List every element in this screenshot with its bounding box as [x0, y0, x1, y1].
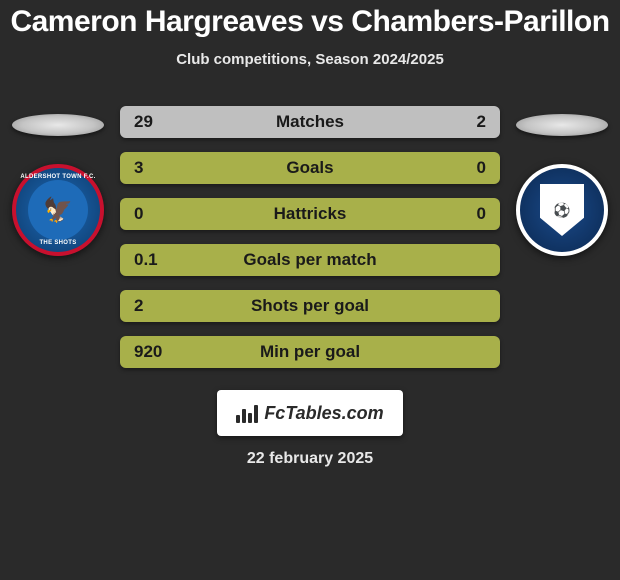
stat-label: Goals per match [243, 250, 376, 270]
stat-row: 3 Goals 0 [120, 152, 500, 184]
stat-row: 0.1 Goals per match [120, 244, 500, 276]
stat-row: 920 Min per goal [120, 336, 500, 368]
watermark-text: FcTables.com [264, 403, 383, 424]
stat-value-right: 0 [446, 204, 486, 224]
badge-text: ALDERSHOT TOWN F.C. [20, 174, 95, 180]
stat-value-left: 0.1 [134, 250, 174, 270]
page-title: Cameron Hargreaves vs Chambers-Parillon [10, 5, 609, 39]
stat-label: Goals [286, 158, 333, 178]
stat-value-right: 0 [446, 158, 486, 178]
date-footer: 22 february 2025 [247, 450, 373, 468]
stat-row: 0 Hattricks 0 [120, 198, 500, 230]
left-player-col: ALDERSHOT TOWN F.C. 🦅 THE SHOTS [8, 86, 108, 256]
stat-value-left: 3 [134, 158, 174, 178]
badge-shield-icon: ⚽ [540, 184, 584, 236]
stat-row: 29 Matches 2 [120, 106, 500, 138]
plate-icon [12, 114, 104, 136]
stat-label: Min per goal [260, 342, 360, 362]
stat-label: Matches [276, 112, 344, 132]
chart-icon [236, 403, 258, 423]
stat-row: 2 Shots per goal [120, 290, 500, 322]
club-badge-right: ⚽ [516, 164, 608, 256]
watermark: FcTables.com [217, 390, 403, 436]
right-player-col: ⚽ [512, 86, 612, 256]
subtitle: Club competitions, Season 2024/2025 [176, 51, 444, 68]
stats-column: 29 Matches 2 3 Goals 0 0 Hattricks 0 0.1 Goals per… [110, 106, 510, 368]
stat-value-left: 29 [134, 112, 174, 132]
stat-value-left: 920 [134, 342, 174, 362]
stat-label: Shots per goal [251, 296, 369, 316]
plate-icon [516, 114, 608, 136]
stat-value-right: 2 [446, 112, 486, 132]
stat-value-left: 2 [134, 296, 174, 316]
club-badge-left: ALDERSHOT TOWN F.C. 🦅 THE SHOTS [12, 164, 104, 256]
badge-emblem-icon: 🦅 [28, 180, 88, 240]
badge-text: THE SHOTS [39, 240, 76, 246]
stat-value-left: 0 [134, 204, 174, 224]
stat-label: Hattricks [274, 204, 347, 224]
comparison-area: ALDERSHOT TOWN F.C. 🦅 THE SHOTS 29 Matche… [0, 86, 620, 368]
